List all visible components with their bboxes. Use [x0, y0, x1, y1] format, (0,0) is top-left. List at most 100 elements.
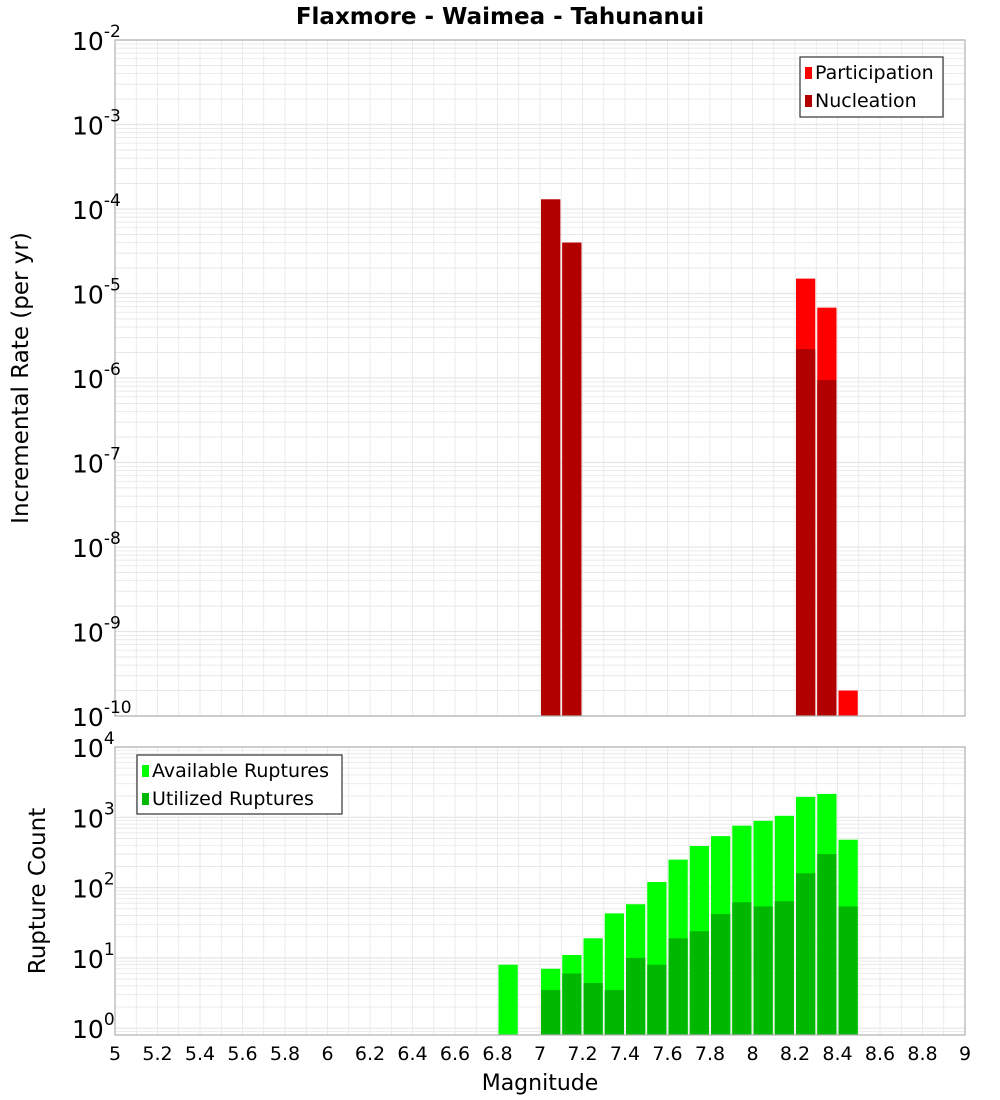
bar	[562, 973, 582, 1035]
bar	[774, 901, 794, 1035]
plot-frame	[114, 39, 966, 717]
x-tick-label: 6.4	[397, 1043, 427, 1065]
y-tick-label: 102	[72, 870, 115, 904]
x-tick-label: 8.6	[865, 1043, 895, 1065]
y-tick-base: 10	[72, 450, 104, 479]
x-tick-label: 6.2	[355, 1043, 385, 1065]
legend-label: Participation	[815, 62, 934, 84]
x-tick-label: 5.6	[227, 1043, 257, 1065]
x-axis-label: Magnitude	[482, 1071, 599, 1096]
y-tick-label: 10-9	[72, 614, 121, 648]
y-tick-base: 10	[72, 703, 104, 732]
x-tick-label: 6.6	[440, 1043, 470, 1065]
grid-lines	[114, 39, 966, 717]
legend-swatch	[805, 67, 812, 79]
bar	[817, 854, 837, 1035]
x-tick-label: 5	[109, 1043, 121, 1065]
y-tick-label: 10-7	[72, 445, 121, 479]
y-tick-base: 10	[72, 365, 104, 394]
x-tick-label: 7.2	[567, 1043, 597, 1065]
y-tick-exponent: 3	[104, 799, 115, 819]
top-panel: 10-1010-910-810-710-610-510-410-310-2Inc…	[8, 22, 966, 732]
bar	[689, 931, 709, 1035]
y-tick-base: 10	[72, 196, 104, 225]
y-tick-exponent: 4	[104, 729, 115, 749]
y-tick-base: 10	[72, 734, 104, 763]
x-tick-label: 6	[321, 1043, 333, 1065]
series-nucleation	[541, 199, 837, 717]
bar	[753, 906, 773, 1035]
y-tick-base: 10	[72, 534, 104, 563]
bar	[838, 690, 858, 716]
x-tick-label: 8.2	[780, 1043, 810, 1065]
bar	[796, 873, 816, 1035]
plot-frame	[114, 746, 966, 1036]
x-tick-label: 7.4	[610, 1043, 640, 1065]
y-tick-exponent: 0	[104, 1010, 115, 1030]
y-tick-label: 10-4	[72, 191, 121, 225]
y-tick-exponent: -10	[104, 698, 132, 718]
bar	[498, 964, 518, 1035]
y-tick-base: 10	[72, 945, 104, 974]
y-tick-exponent: -2	[104, 22, 121, 42]
y-tick-label: 10-5	[72, 276, 121, 310]
bar	[562, 242, 582, 717]
bar	[604, 989, 624, 1035]
bar	[732, 902, 752, 1035]
x-tick-label: 6.8	[482, 1043, 512, 1065]
y-tick-base: 10	[72, 1015, 104, 1044]
y-tick-label: 100	[72, 1010, 115, 1044]
y-axis-label: Incremental Rate (per yr)	[8, 232, 34, 524]
bar	[668, 938, 688, 1035]
y-tick-exponent: -6	[104, 360, 121, 380]
bar	[817, 379, 837, 716]
y-tick-label: 10-3	[72, 107, 121, 141]
y-tick-base: 10	[72, 281, 104, 310]
legend-swatch	[805, 95, 812, 107]
y-tick-base: 10	[72, 619, 104, 648]
y-tick-base: 10	[72, 875, 104, 904]
x-tick-label: 7.8	[695, 1043, 725, 1065]
legend-label: Available Ruptures	[152, 760, 329, 782]
x-tick-label: 8.8	[907, 1043, 937, 1065]
y-tick-exponent: -8	[104, 529, 121, 549]
y-axis-label: Rupture Count	[25, 808, 51, 974]
y-tick-exponent: -4	[104, 191, 121, 211]
bar	[647, 964, 667, 1035]
y-tick-exponent: -9	[104, 614, 121, 634]
x-tick-label: 8.4	[822, 1043, 852, 1065]
legend: Available Ruptures Utilized Ruptures	[136, 754, 343, 815]
legend: Participation Nucleation	[799, 56, 944, 118]
x-tick-label: 9	[959, 1043, 971, 1065]
x-tick-label: 7.6	[652, 1043, 682, 1065]
y-tick-label: 101	[72, 940, 115, 974]
y-tick-exponent: -7	[104, 445, 121, 465]
x-tick-label: 5.2	[142, 1043, 172, 1065]
x-tick-label: 8	[746, 1043, 758, 1065]
bar	[838, 906, 858, 1035]
bar	[541, 199, 561, 717]
legend-label: Utilized Ruptures	[152, 788, 314, 810]
bar	[583, 982, 603, 1035]
y-tick-exponent: 1	[104, 940, 115, 960]
bar	[796, 349, 816, 716]
y-tick-exponent: -3	[104, 107, 121, 127]
legend-swatch	[142, 793, 149, 805]
x-tick-label: 7	[534, 1043, 546, 1065]
bar	[711, 914, 731, 1035]
y-tick-label: 10-2	[72, 22, 121, 56]
legend-label: Nucleation	[815, 90, 917, 112]
y-tick-exponent: -5	[104, 276, 121, 296]
y-tick-label: 10-10	[72, 698, 132, 732]
chart-title: Flaxmore - Waimea - Tahunanui	[296, 4, 704, 30]
legend-box	[799, 56, 944, 118]
x-axis: 5 5.2 5.4 5.6 5.8 6 6.2 6.4 6.6 6.8 7 7.2 7.4 7.6 7.8 8…	[109, 1043, 971, 1065]
y-tick-label: 10-8	[72, 529, 121, 563]
x-tick-label: 5.8	[270, 1043, 300, 1065]
y-tick-base: 10	[72, 27, 104, 56]
y-tick-base: 10	[72, 112, 104, 141]
